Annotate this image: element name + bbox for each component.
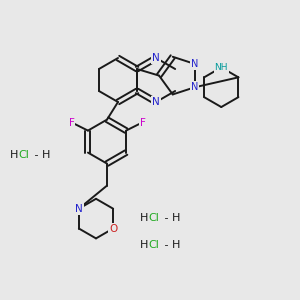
Text: Cl: Cl — [148, 213, 159, 223]
Text: H: H — [10, 150, 18, 160]
Text: N: N — [191, 82, 199, 92]
Text: NH: NH — [214, 63, 228, 72]
Text: O: O — [109, 224, 117, 233]
Text: F: F — [140, 118, 146, 128]
Text: Cl: Cl — [148, 240, 159, 250]
Text: F: F — [68, 118, 74, 128]
Text: N: N — [152, 53, 160, 63]
Text: H: H — [140, 213, 148, 223]
Text: - H: - H — [161, 240, 180, 250]
Text: Cl: Cl — [18, 150, 29, 160]
Text: - H: - H — [161, 213, 180, 223]
Text: N: N — [75, 204, 83, 214]
Text: H: H — [140, 240, 148, 250]
Text: - H: - H — [31, 150, 50, 160]
Text: N: N — [152, 97, 160, 107]
Text: N: N — [191, 59, 199, 69]
